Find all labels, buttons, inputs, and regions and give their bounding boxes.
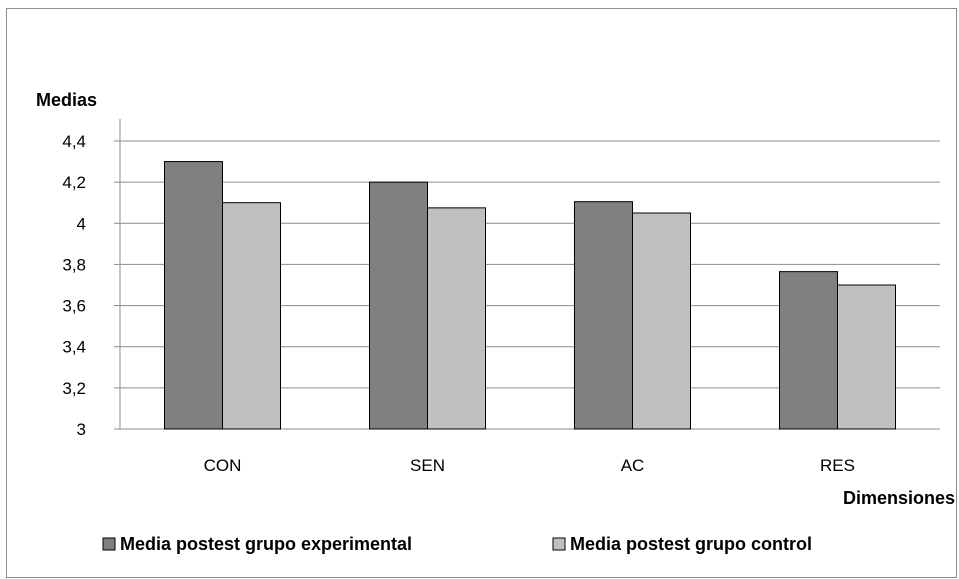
y-tick-label: 4,4	[62, 132, 86, 151]
bar-con-series-2	[222, 202, 281, 430]
legend-swatch	[102, 537, 116, 551]
legend: Media postest grupo experimental Media po…	[102, 534, 812, 554]
bar-sen-series-1	[369, 181, 428, 430]
y-tick-label: 3,6	[62, 297, 86, 316]
bar-con-series-1	[164, 161, 223, 430]
y-tick-label: 3	[77, 420, 86, 439]
x-tick-label: AC	[621, 456, 645, 475]
y-tick-labels: 3 3,2 3,4 3,6 3,8 4 4,2 4,4	[62, 132, 86, 439]
bar-ac-series-2	[632, 212, 691, 430]
bar-res-series-1	[779, 271, 838, 430]
y-tick-label: 4,2	[62, 173, 86, 192]
legend-swatch	[552, 537, 566, 551]
bars	[164, 161, 896, 430]
x-tick-label: RES	[820, 456, 855, 475]
x-axis-label: Dimensiones	[843, 488, 955, 508]
y-tick-label: 3,2	[62, 379, 86, 398]
legend-label: Media postest grupo control	[570, 534, 812, 554]
y-tick-label: 4	[77, 214, 86, 233]
bar-sen-series-2	[427, 207, 486, 430]
y-tick-label: 3,4	[62, 338, 86, 357]
bar-ac-series-1	[574, 201, 633, 430]
x-tick-labels: CON SEN AC RES	[204, 456, 855, 475]
legend-label: Media postest grupo experimental	[120, 534, 412, 554]
bar-res-series-2	[837, 284, 896, 430]
y-tick-label: 3,8	[62, 255, 86, 274]
x-tick-label: CON	[204, 456, 242, 475]
y-axis-label: Medias	[36, 90, 97, 110]
x-tick-label: SEN	[410, 456, 445, 475]
